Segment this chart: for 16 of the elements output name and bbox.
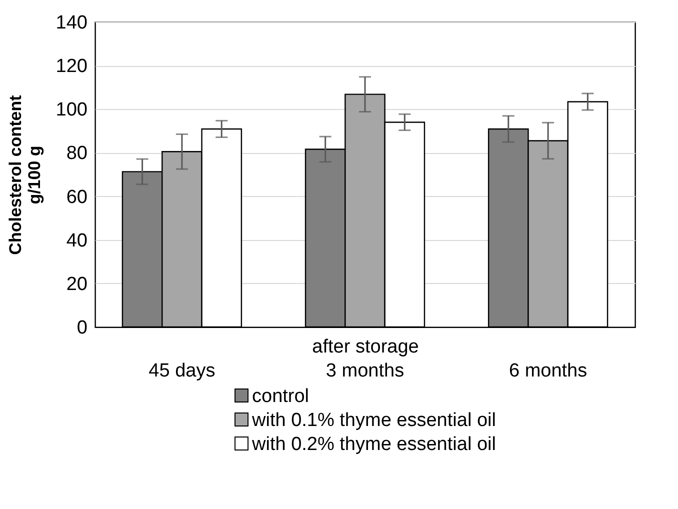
y-tick-label: 60 (66, 186, 88, 208)
legend-label: with 0.1% thyme essential oil (251, 410, 496, 431)
x-axis-title: after storage (312, 336, 419, 358)
x-tick-label: 6 months (508, 360, 588, 382)
y-tick-label: 20 (66, 274, 88, 295)
y-tick-label: 120 (56, 56, 88, 78)
y-axis-title: Cholesterol content g/100 g (6, 94, 44, 255)
y-tick-label: 40 (66, 230, 88, 252)
y-tick-label: 100 (56, 100, 88, 121)
x-tick-label: 3 months (326, 360, 404, 382)
legend-label: with 0.2% thyme essential oil (251, 434, 496, 455)
y-tick-label: 80 (66, 143, 88, 164)
x-tick-label: 45 days (148, 360, 216, 382)
y-tick-label: 140 (56, 12, 88, 34)
y-tick-label: 0 (76, 318, 88, 338)
legend-label: control (252, 386, 310, 407)
